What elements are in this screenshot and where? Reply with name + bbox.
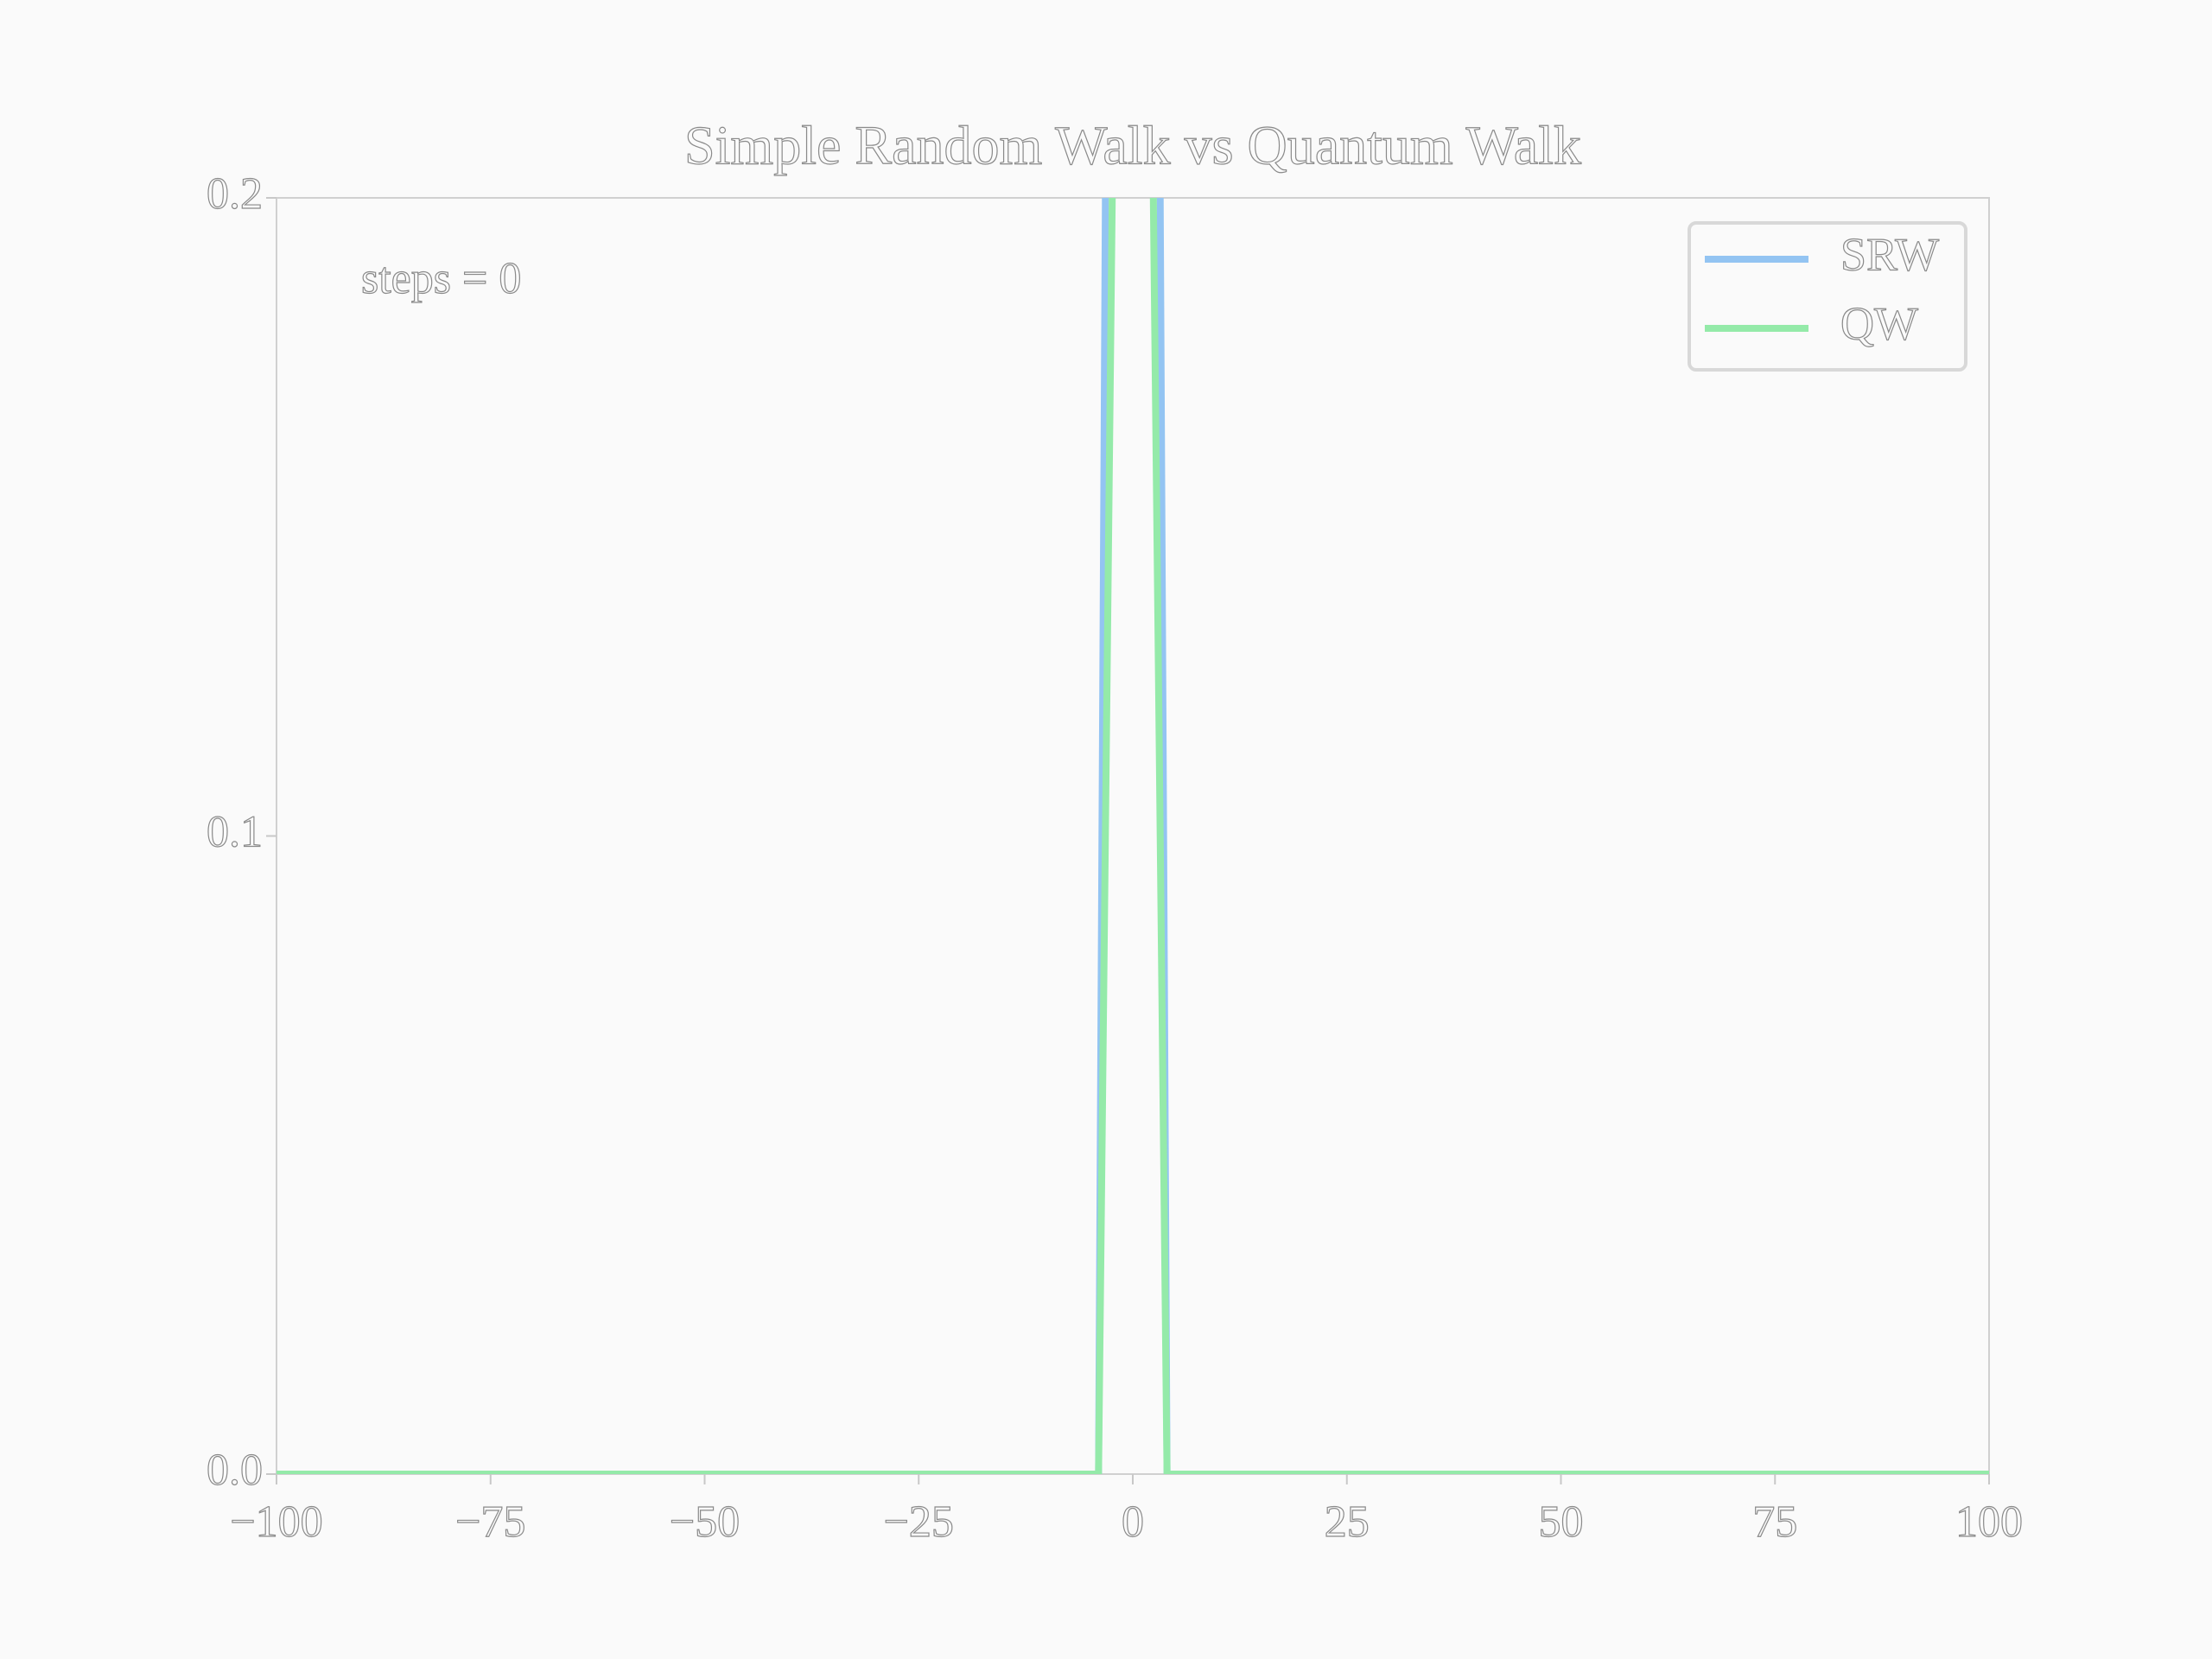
y-tick-label: 0.2 (207, 169, 263, 219)
y-tick-label: 0.0 (207, 1446, 263, 1495)
x-tick-label: 100 (1955, 1497, 2023, 1547)
x-tick-label: 50 (1539, 1497, 1584, 1547)
x-tick-label: 0 (1122, 1497, 1144, 1547)
legend-label: SRW (1840, 228, 1939, 280)
chart-title: Simple Random Walk vs Quantum Walk (684, 115, 1581, 176)
x-tick-label: 25 (1325, 1497, 1370, 1547)
x-tick-label: −100 (230, 1497, 322, 1547)
x-tick-label: −25 (884, 1497, 954, 1547)
x-tick-label: 75 (1752, 1497, 1797, 1547)
x-tick-label: −50 (670, 1497, 740, 1547)
legend-label: QW (1840, 297, 1918, 349)
annotation: steps = 0 (361, 254, 521, 303)
legend: SRW QW (1688, 221, 1967, 372)
y-tick-label: 0.1 (207, 807, 263, 856)
x-tick-label: −75 (455, 1497, 525, 1547)
